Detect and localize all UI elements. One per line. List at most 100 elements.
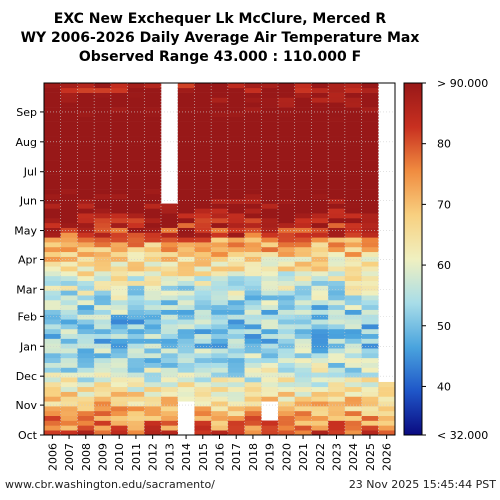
heatmap-cell (211, 261, 229, 267)
heatmap-cell (294, 425, 312, 431)
heatmap-cell (177, 333, 195, 339)
heatmap-cell (227, 179, 245, 185)
heatmap-cell (144, 218, 162, 224)
heatmap-cell (127, 102, 145, 108)
heatmap-cell (294, 131, 312, 137)
heatmap-cell (294, 290, 312, 296)
heatmap-cell (261, 357, 279, 363)
heatmap-cell (294, 227, 312, 233)
heatmap-cell (261, 189, 279, 195)
heatmap-cell (311, 116, 329, 122)
heatmap-cell (344, 83, 362, 89)
heatmap-column-2008 (77, 83, 95, 436)
heatmap-cell (344, 304, 362, 310)
heatmap-cell (311, 290, 329, 296)
heatmap-cell (127, 295, 145, 301)
heatmap-cell (77, 237, 95, 243)
heatmap-cell (328, 164, 346, 171)
heatmap-cell (94, 348, 112, 354)
heatmap-cell (194, 237, 212, 243)
heatmap-cell (361, 92, 379, 98)
heatmap-cell (328, 377, 346, 383)
heatmap-cell (144, 353, 162, 359)
heatmap-cell (144, 377, 162, 383)
heatmap-cell (77, 222, 95, 228)
heatmap-cell (361, 102, 379, 108)
heatmap-cell (278, 97, 296, 103)
heatmap-cell (94, 97, 112, 103)
x-tick-label: 2007 (63, 443, 76, 471)
heatmap-cell (177, 198, 195, 204)
heatmap-cell (227, 242, 245, 248)
heatmap-cell (311, 396, 329, 402)
heatmap-cell (144, 198, 162, 204)
heatmap-cell (77, 160, 95, 166)
heatmap-cell (211, 353, 229, 359)
heatmap-cell (44, 377, 62, 383)
heatmap-cell (344, 198, 362, 204)
heatmap-cell (44, 338, 62, 344)
heatmap-cell (328, 232, 346, 238)
heatmap-cell (261, 275, 279, 281)
heatmap-cell (211, 246, 229, 253)
x-tick-label: 2008 (80, 443, 93, 471)
heatmap-cell (294, 362, 312, 368)
heatmap-cell (77, 333, 95, 339)
heatmap-cell (261, 430, 279, 436)
heatmap-cell (227, 92, 245, 98)
heatmap-cell (244, 338, 262, 344)
heatmap-cell (211, 116, 229, 122)
heatmap-cell (378, 406, 396, 412)
heatmap-cell (294, 372, 312, 378)
heatmap-cell (177, 97, 195, 103)
heatmap-cell (311, 401, 329, 407)
heatmap-cell (361, 343, 379, 349)
heatmap-cell (294, 328, 312, 335)
heatmap-cell (177, 275, 195, 281)
heatmap-cell (244, 213, 262, 219)
heatmap-cell (44, 430, 62, 436)
colorbar-tick-label: > 90.000 (437, 77, 488, 90)
heatmap-cell (161, 410, 179, 417)
heatmap-cell (361, 222, 379, 228)
heatmap-cell (177, 102, 195, 108)
heatmap-cell (94, 295, 112, 301)
heatmap-cell (127, 83, 145, 89)
heatmap-cell (344, 386, 362, 392)
heatmap-cell (211, 396, 229, 402)
heatmap-cell (328, 87, 346, 93)
heatmap-cell (144, 271, 162, 277)
heatmap-cell (211, 401, 229, 407)
heatmap-cell (144, 309, 162, 315)
x-tick-label: 2020 (280, 443, 293, 471)
heatmap-cell (261, 97, 279, 103)
heatmap-cell (77, 155, 95, 161)
heatmap-cell (110, 83, 128, 89)
heatmap-cell (127, 251, 145, 257)
heatmap-cell (311, 381, 329, 388)
colorbar-tick-label: 50 (437, 320, 451, 333)
heatmap-cell (378, 381, 396, 388)
heatmap-cell (278, 169, 296, 175)
heatmap-cell (328, 213, 346, 219)
heatmap-cell (311, 299, 329, 306)
heatmap-cell (278, 425, 296, 431)
heatmap-cell (60, 430, 78, 436)
heatmap-cell (77, 420, 95, 426)
heatmap-cell (110, 304, 128, 310)
heatmap-cell (278, 111, 296, 118)
heatmap-cell (378, 386, 396, 392)
heatmap-cell (244, 160, 262, 166)
heatmap-cell (294, 415, 312, 421)
heatmap-cell (244, 102, 262, 108)
heatmap-cell (361, 121, 379, 127)
heatmap-cell (144, 131, 162, 137)
heatmap-cell (177, 164, 195, 171)
heatmap-cell (77, 271, 95, 277)
heatmap-cell (344, 391, 362, 397)
heatmap-cell (44, 164, 62, 171)
heatmap-cell (227, 295, 245, 301)
heatmap-cell (194, 246, 212, 253)
heatmap-cell (361, 213, 379, 219)
heatmap-cell (144, 280, 162, 286)
